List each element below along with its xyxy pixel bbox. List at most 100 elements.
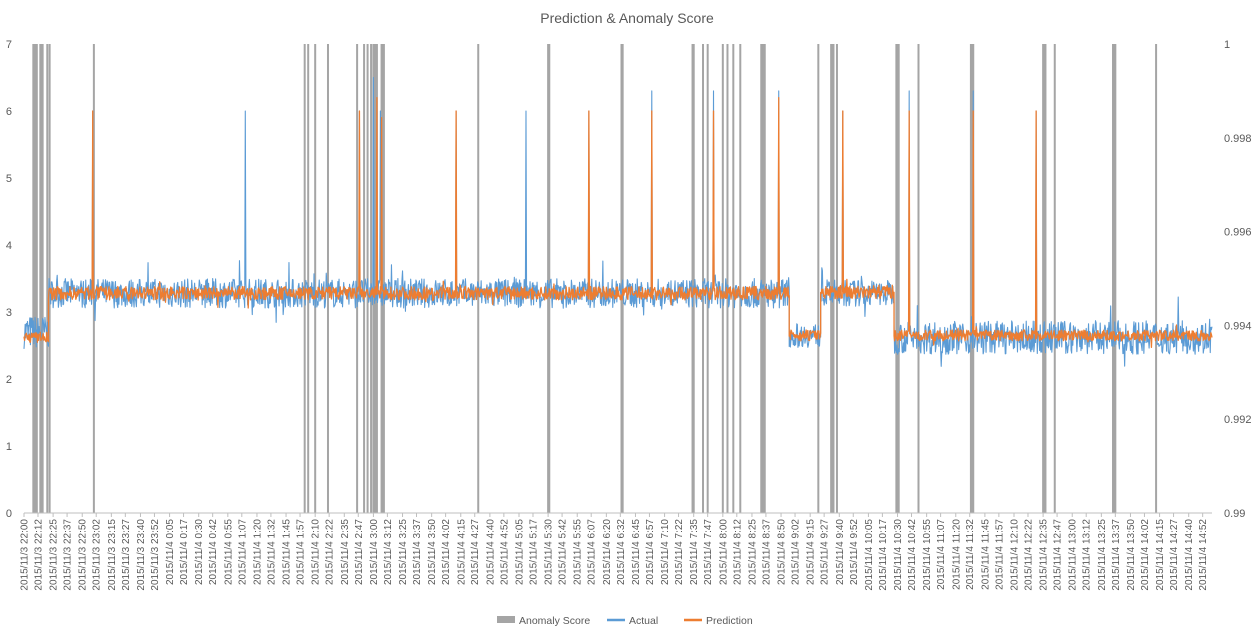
x-axis-tick-label: 2015/11/4 10:05 — [864, 519, 875, 591]
anomaly-score-bar — [314, 44, 317, 513]
x-axis-tick-label: 2015/11/4 0:05 — [165, 519, 176, 585]
anomaly-score-bar — [1155, 44, 1158, 513]
x-axis-tick-label: 2015/11/4 8:50 — [777, 519, 788, 585]
left-axis-tick-label: 0 — [6, 508, 12, 520]
x-axis-tick-label: 2015/11/4 8:12 — [732, 519, 743, 585]
anomaly-score-bar — [326, 44, 329, 513]
anomaly-score-bar — [721, 44, 724, 513]
anomaly-score-bar — [971, 44, 974, 513]
x-axis-tick-label: 2015/11/4 0:42 — [208, 519, 219, 585]
left-axis-tick-label: 2 — [6, 374, 12, 386]
x-axis-tick-label: 2015/11/4 10:30 — [893, 519, 904, 591]
x-axis-tick-label: 2015/11/4 14:27 — [1169, 519, 1180, 591]
x-axis-tick-label: 2015/11/4 1:07 — [237, 519, 248, 585]
x-axis-tick-label: 2015/11/4 14:15 — [1155, 519, 1166, 591]
x-axis-tick-label: 2015/11/4 3:00 — [369, 519, 380, 585]
x-axis-tick-label: 2015/11/3 23:52 — [150, 519, 161, 591]
anomaly-score-bar — [548, 44, 551, 513]
x-axis-tick-label: 2015/11/4 11:07 — [936, 519, 947, 590]
anomaly-score-bar — [760, 44, 763, 513]
legend-swatch — [497, 616, 515, 623]
anomaly-score-bar — [692, 44, 695, 513]
x-axis-tick-label: 2015/11/4 2:47 — [354, 519, 365, 585]
right-axis-tick-label: 0.996 — [1224, 227, 1252, 239]
anomaly-score-bar — [830, 44, 833, 513]
left-axis-tick-label: 3 — [6, 307, 12, 319]
x-axis-tick-label: 2015/11/4 3:12 — [383, 519, 394, 585]
legend-label: Actual — [629, 615, 658, 627]
x-axis-tick-label: 2015/11/4 5:17 — [528, 519, 539, 585]
x-axis-tick-label: 2015/11/4 4:27 — [470, 519, 481, 585]
x-axis-tick-label: 2015/11/4 7:10 — [660, 519, 671, 585]
legend: Anomaly Score Actual Prediction — [497, 615, 753, 627]
x-axis-tick-label: 2015/11/4 6:32 — [616, 519, 627, 585]
x-axis-tick-label: 2015/11/4 6:07 — [587, 519, 598, 585]
anomaly-score-bar — [895, 44, 898, 513]
anomaly-score-bar — [917, 44, 920, 513]
x-axis-tick-label: 2015/11/4 4:40 — [485, 519, 496, 585]
left-axis-tick-label: 4 — [6, 240, 12, 252]
anomaly-score-bar — [35, 44, 38, 513]
x-axis-tick-label: 2015/11/4 2:22 — [325, 519, 336, 585]
anomaly-score-bar — [732, 44, 735, 513]
x-axis-tick-label: 2015/11/3 22:00 — [20, 519, 31, 591]
legend-item: Prediction — [684, 615, 753, 627]
anomaly-score-bar — [831, 44, 834, 513]
x-axis-tick-label: 2015/11/4 0:55 — [223, 519, 234, 585]
x-axis-tick-label: 2015/11/4 11:20 — [951, 519, 962, 590]
x-axis-tick-label: 2015/11/4 5:30 — [544, 519, 555, 585]
x-axis-tick-label: 2015/11/4 6:45 — [631, 519, 642, 585]
anomaly-score-bar — [1113, 44, 1116, 513]
x-axis-tick-label: 2015/11/4 13:25 — [1097, 519, 1108, 591]
legend-label: Prediction — [706, 615, 753, 627]
chart-title: Prediction & Anomaly Score — [540, 10, 714, 26]
x-axis-tick-label: 2015/11/4 13:37 — [1111, 519, 1122, 591]
x-axis-tick-label: 2015/11/4 11:45 — [980, 519, 991, 590]
anomaly-score-bar — [832, 44, 835, 513]
anomaly-score-bar — [702, 44, 705, 513]
left-axis-tick-label: 6 — [6, 106, 12, 118]
x-axis-tick-label: 2015/11/4 10:55 — [922, 519, 933, 591]
x-axis-tick-label: 2015/11/4 7:35 — [689, 519, 700, 585]
anomaly-score-bar — [356, 44, 359, 513]
x-axis-tick-label: 2015/11/4 2:10 — [311, 519, 322, 585]
x-axis-tick-label: 2015/11/4 8:00 — [718, 519, 729, 585]
x-axis-tick-label: 2015/11/4 12:22 — [1023, 519, 1034, 591]
anomaly-score-bar — [547, 44, 550, 513]
prediction-line — [23, 96, 1213, 348]
x-axis-tick-label: 2015/11/4 12:47 — [1053, 519, 1064, 591]
x-axis-tick-labels: 2015/11/3 22:00 2015/11/3 22:12 2015/11/3 … — [20, 513, 1209, 591]
anomaly-score-bar — [41, 44, 44, 513]
x-axis-tick-label: 2015/11/4 13:00 — [1068, 519, 1079, 591]
anomaly-score-bar — [835, 44, 838, 513]
anomaly-score-bar — [382, 44, 385, 513]
anomaly-score-bar — [40, 44, 43, 513]
anomaly-score-bar — [739, 44, 742, 513]
x-axis-tick-label: 2015/11/4 5:55 — [573, 519, 584, 585]
anomaly-score-bar — [897, 44, 900, 513]
anomaly-score-bar — [303, 44, 306, 513]
x-axis-tick-label: 2015/11/4 9:15 — [806, 519, 817, 585]
x-axis-tick-label: 2015/11/3 23:40 — [136, 519, 147, 591]
x-axis-tick-label: 2015/11/4 5:42 — [558, 519, 569, 585]
x-axis-tick-label: 2015/11/4 1:20 — [252, 519, 263, 585]
anomaly-score-bar — [1112, 44, 1114, 513]
x-axis-tick-label: 2015/11/3 22:50 — [78, 519, 89, 591]
x-axis-tick-label: 2015/11/4 8:37 — [761, 519, 772, 585]
x-axis-tick-label: 2015/11/4 14:52 — [1198, 519, 1209, 591]
x-axis-tick-label: 2015/11/4 12:10 — [1010, 519, 1021, 591]
x-axis-tick-label: 2015/11/4 12:35 — [1039, 519, 1050, 591]
anomaly-score-bar — [33, 44, 36, 513]
x-axis-tick-label: 2015/11/3 22:37 — [63, 519, 74, 591]
x-axis-tick-label: 2015/11/4 7:22 — [674, 519, 685, 585]
anomaly-score-bar — [763, 44, 766, 513]
x-axis-tick-label: 2015/11/4 11:57 — [994, 519, 1005, 590]
prediction-series — [23, 96, 1213, 348]
anomaly-score-bar — [1114, 44, 1117, 513]
anomaly-score-bar — [1043, 44, 1046, 513]
x-axis-tick-label: 2015/11/4 5:05 — [515, 519, 526, 585]
right-axis-tick-label: 0.998 — [1224, 133, 1252, 145]
x-axis-tick-label: 2015/11/4 8:25 — [747, 519, 758, 585]
